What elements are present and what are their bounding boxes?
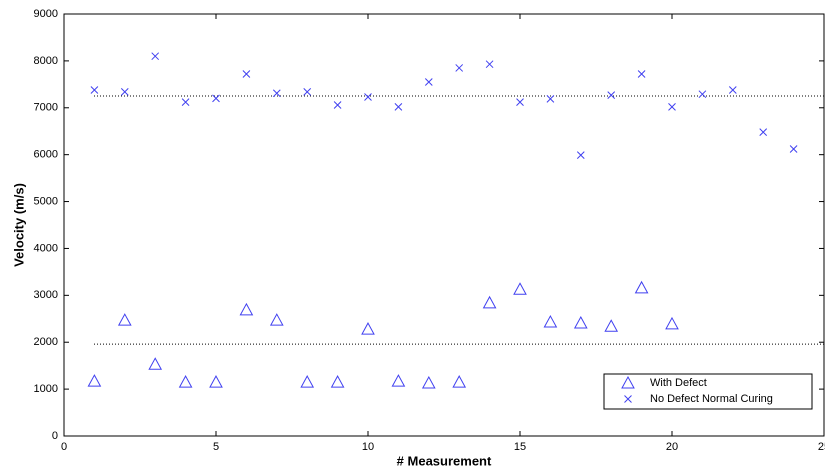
triangle-marker (117, 313, 132, 326)
cross-marker (607, 91, 616, 99)
y-tick-label: 3000 (34, 289, 58, 301)
x-tick-label: 10 (362, 441, 374, 453)
triangle-marker (269, 313, 284, 326)
cross-marker (424, 78, 433, 86)
triangle-marker (87, 374, 102, 387)
y-tick-label: 9000 (34, 8, 58, 20)
y-tick-label: 0 (52, 430, 58, 442)
x-tick-label: 0 (61, 441, 67, 453)
legend-entry: With Defect (621, 375, 707, 389)
y-tick-label: 5000 (34, 195, 58, 207)
y-tick-label: 1000 (34, 383, 58, 395)
x-axis-label: # Measurement (397, 453, 492, 468)
y-tick-label: 4000 (34, 242, 58, 254)
triangle-marker (421, 375, 436, 389)
cross-marker (624, 395, 632, 403)
cross-marker (668, 102, 676, 111)
triangle-marker (330, 375, 345, 388)
cross-marker (485, 60, 494, 69)
cross-marker (181, 98, 190, 107)
triangle-marker (634, 280, 649, 294)
y-tick-label: 6000 (34, 149, 58, 161)
y-tick-label: 8000 (34, 55, 58, 67)
triangle-marker (452, 375, 467, 388)
legend-label: With Defect (650, 377, 707, 389)
triangle-marker (361, 322, 375, 335)
cross-marker (242, 70, 251, 78)
triangle-marker (482, 295, 497, 309)
triangle-marker (604, 319, 619, 332)
cross-marker (576, 151, 585, 159)
triangle-marker (665, 316, 679, 330)
triangle-marker (239, 302, 254, 316)
cross-marker (698, 90, 707, 99)
triangle-marker (178, 375, 193, 388)
x-tick-label: 25 (818, 441, 825, 453)
triangle-marker (300, 375, 315, 388)
cross-marker (151, 52, 160, 61)
legend-entry: No Defect Normal Curing (624, 393, 773, 405)
cross-marker (394, 102, 403, 111)
cross-marker (637, 70, 646, 78)
cross-marker (789, 145, 798, 153)
x-tick-label: 20 (666, 441, 678, 453)
cross-marker (516, 98, 524, 107)
legend-box (603, 373, 813, 410)
triangle-marker (621, 375, 635, 389)
triangle-marker (148, 357, 163, 370)
cross-marker (759, 128, 768, 137)
cross-marker (272, 89, 281, 98)
x-tick-label: 15 (514, 441, 526, 453)
triangle-marker (573, 315, 588, 329)
cross-marker (364, 93, 372, 101)
triangle-marker (391, 374, 406, 387)
cross-marker (212, 94, 220, 103)
y-tick-label: 7000 (34, 102, 58, 114)
triangle-marker (209, 375, 223, 388)
cross-marker (303, 87, 312, 96)
y-tick-label: 2000 (34, 336, 58, 348)
plot-frame (63, 13, 825, 437)
triangle-marker (513, 282, 527, 295)
cross-marker (333, 101, 342, 109)
cross-marker (455, 64, 464, 72)
cross-marker (90, 86, 99, 94)
cross-marker (546, 95, 555, 103)
y-axis-label: Velocity (m/s) (11, 183, 26, 267)
legend-label: No Defect Normal Curing (650, 393, 773, 405)
cross-marker (728, 86, 737, 94)
triangle-marker (543, 315, 558, 328)
x-tick-label: 5 (213, 441, 219, 453)
legend: With Defect No Defect Normal Curing (603, 373, 813, 410)
cross-marker (120, 87, 129, 96)
